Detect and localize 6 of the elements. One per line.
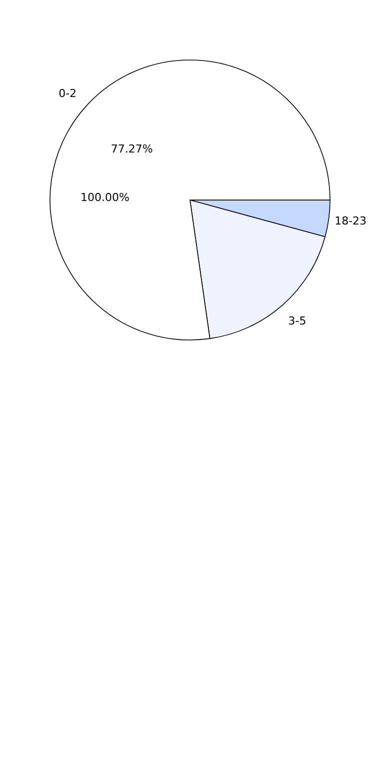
text: 100.00% <box>80 191 130 204</box>
slice-label: 0-2 <box>58 86 77 100</box>
data-label: 77.27% <box>110 142 153 156</box>
slice-label: 18-23 <box>334 214 367 228</box>
pie-slice <box>50 60 330 340</box>
slice-label: 3-5 <box>288 314 306 328</box>
